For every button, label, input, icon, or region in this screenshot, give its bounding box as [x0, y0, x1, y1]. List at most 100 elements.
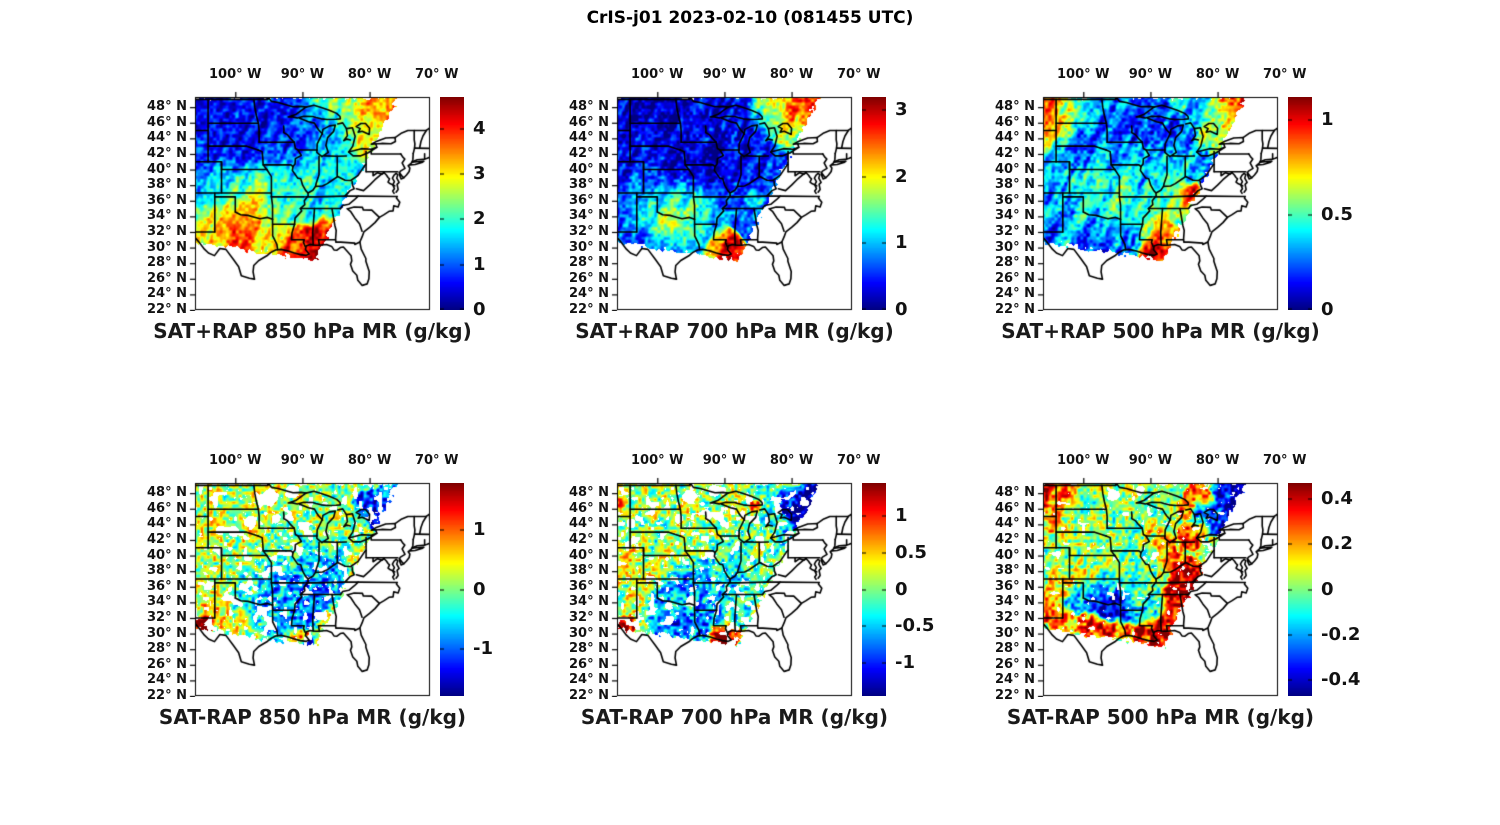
panel-title-sat-minus-rap-700-hpa-mr-g-kg: SAT-RAP 700 hPa MR (g/kg)	[580, 705, 889, 729]
lat-tick-label: 42° N	[147, 145, 187, 161]
lat-tick-label: 34° N	[147, 208, 187, 224]
lat-tick-label: 30° N	[569, 239, 609, 255]
lat-tick-label: 30° N	[569, 625, 609, 641]
lat-tick-label: 36° N	[147, 578, 187, 594]
panel-title-sat-minus-rap-500-hpa-mr-g-kg: SAT-RAP 500 hPa MR (g/kg)	[1006, 705, 1315, 729]
lat-tick-label: 34° N	[995, 594, 1035, 610]
lat-tick-label: 22° N	[569, 688, 609, 703]
lat-tick-label: 34° N	[995, 208, 1035, 224]
panel-title-sat-plus-minus-rap-500-hpa-mr-g-kg: SAT+RAP 500 hPa MR (g/kg)	[1001, 319, 1320, 343]
lat-tick-label: 40° N	[569, 161, 609, 177]
colorbar-tick-label: 3	[895, 99, 908, 121]
panel-title-sat-minus-rap-850-hpa-mr-g-kg: SAT-RAP 850 hPa MR (g/kg)	[158, 705, 467, 729]
lat-tick-label: 48° N	[147, 485, 187, 501]
colorbar-sat-minus-rap-700-hpa-mr-g-kg	[862, 483, 886, 696]
map-canvas-sat-plus-minus-rap-500-hpa-mr-g-kg	[1036, 90, 1279, 311]
lat-tick-label: 42° N	[995, 145, 1035, 161]
lat-tick-label: 32° N	[995, 223, 1035, 239]
colorbar-tick-label: 0.2	[1321, 533, 1353, 555]
lat-tick-label: 24° N	[995, 672, 1035, 688]
colorbar-tick-label: 0	[895, 578, 908, 600]
lat-tick-label: 40° N	[995, 161, 1035, 177]
lat-tick-label: 28° N	[147, 641, 187, 657]
lat-tick-label: 46° N	[995, 114, 1035, 130]
lat-tick-label: 40° N	[147, 547, 187, 563]
lon-tick-label: 70° W	[414, 67, 459, 82]
lon-tick-label: 80° W	[769, 453, 814, 468]
lon-tick-label: 70° W	[1262, 67, 1307, 82]
lon-tick-label: 100° W	[209, 453, 262, 468]
lon-tick-label: 80° W	[769, 67, 814, 82]
map-canvas-sat-minus-rap-500-hpa-mr-g-kg	[1036, 476, 1279, 697]
lat-tick-label: 24° N	[569, 286, 609, 302]
colorbar-tick-label: 1	[895, 505, 908, 527]
lat-tick-label: 40° N	[147, 161, 187, 177]
map-canvas-sat-plus-minus-rap-850-hpa-mr-g-kg	[188, 90, 431, 311]
lon-tick-label: 100° W	[209, 67, 262, 82]
lat-tick-label: 44° N	[569, 130, 609, 146]
lat-tick-label: 46° N	[147, 500, 187, 516]
map-canvas-sat-plus-minus-rap-700-hpa-mr-g-kg	[610, 90, 853, 311]
lat-tick-label: 42° N	[569, 531, 609, 547]
lat-tick-label: 26° N	[569, 270, 609, 286]
lat-tick-label: 22° N	[147, 688, 187, 703]
map-canvas-sat-minus-rap-850-hpa-mr-g-kg	[188, 476, 431, 697]
lat-tick-label: 48° N	[995, 485, 1035, 501]
lat-tick-label: 28° N	[995, 641, 1035, 657]
colorbar-tick-label: 0	[1321, 299, 1334, 320]
lat-tick-label: 24° N	[147, 286, 187, 302]
lat-tick-label: 30° N	[995, 239, 1035, 255]
colorbar-sat-minus-rap-500-hpa-mr-g-kg	[1288, 483, 1312, 696]
lat-tick-label: 28° N	[569, 641, 609, 657]
lat-tick-label: 32° N	[569, 609, 609, 625]
colorbar-tick-label: -1	[895, 651, 915, 673]
colorbar-tick-label: -0.5	[895, 615, 935, 637]
lat-tick-label: 34° N	[569, 208, 609, 224]
lat-tick-label: 24° N	[995, 286, 1035, 302]
lat-tick-label: 26° N	[147, 270, 187, 286]
lat-tick-label: 48° N	[995, 99, 1035, 115]
lat-tick-label: 28° N	[147, 255, 187, 271]
colorbar-sat-plus-minus-rap-700-hpa-mr-g-kg	[862, 97, 886, 310]
lat-tick-label: 42° N	[995, 531, 1035, 547]
lat-tick-label: 46° N	[569, 114, 609, 130]
lat-tick-label: 32° N	[995, 609, 1035, 625]
lat-tick-label: 36° N	[569, 578, 609, 594]
colorbar-tick-label: 0	[1321, 578, 1334, 600]
colorbar-tick-label: 3	[473, 163, 486, 185]
colorbar-tick-label: 2	[473, 208, 486, 230]
lon-tick-label: 90° W	[1128, 67, 1173, 82]
lon-tick-label: 90° W	[280, 453, 325, 468]
lat-tick-label: 38° N	[995, 177, 1035, 193]
lat-tick-label: 48° N	[569, 99, 609, 115]
panel-title-sat-plus-minus-rap-850-hpa-mr-g-kg: SAT+RAP 850 hPa MR (g/kg)	[153, 319, 472, 343]
colorbar-sat-plus-minus-rap-500-hpa-mr-g-kg	[1288, 97, 1312, 310]
lon-tick-label: 100° W	[1057, 453, 1110, 468]
lat-tick-label: 38° N	[995, 563, 1035, 579]
lat-tick-label: 44° N	[995, 130, 1035, 146]
colorbar-tick-label: -1	[473, 637, 493, 659]
lat-tick-label: 32° N	[569, 223, 609, 239]
lat-tick-label: 42° N	[569, 145, 609, 161]
lat-tick-label: 24° N	[147, 672, 187, 688]
lat-tick-label: 26° N	[147, 656, 187, 672]
colorbar-tick-label: 1	[1321, 108, 1334, 130]
lon-tick-label: 90° W	[1128, 453, 1173, 468]
lat-tick-label: 48° N	[147, 99, 187, 115]
colorbar-sat-minus-rap-850-hpa-mr-g-kg	[440, 483, 464, 696]
lat-tick-label: 22° N	[569, 302, 609, 317]
lat-tick-label: 32° N	[147, 223, 187, 239]
colorbar-tick-label: 1	[895, 232, 908, 254]
lat-tick-label: 30° N	[995, 625, 1035, 641]
panel-title-sat-plus-minus-rap-700-hpa-mr-g-kg: SAT+RAP 700 hPa MR (g/kg)	[575, 319, 894, 343]
lon-tick-label: 70° W	[836, 453, 881, 468]
colorbar-sat-plus-minus-rap-850-hpa-mr-g-kg	[440, 97, 464, 310]
lat-tick-label: 38° N	[147, 177, 187, 193]
colorbar-tick-label: 0.5	[1321, 203, 1353, 225]
lat-tick-label: 22° N	[147, 302, 187, 317]
lon-tick-label: 80° W	[347, 453, 392, 468]
lat-tick-label: 44° N	[147, 130, 187, 146]
lon-tick-label: 100° W	[631, 453, 684, 468]
lon-tick-label: 100° W	[1057, 67, 1110, 82]
